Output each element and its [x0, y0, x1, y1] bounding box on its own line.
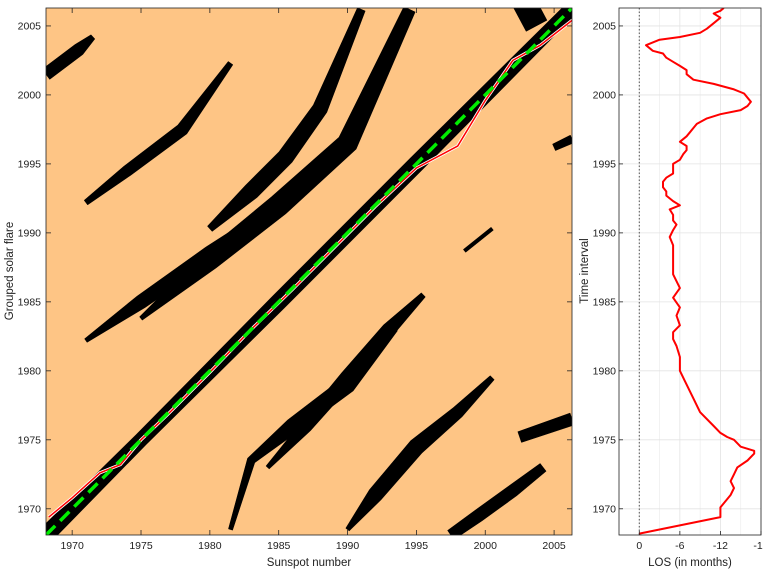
- recurrence-lines: [46, 8, 572, 535]
- x-tick-label: 2000: [474, 540, 498, 552]
- los-x-axis-label: LOS (in months): [648, 557, 732, 569]
- x-tick-label: 1980: [198, 540, 222, 552]
- recurrence-y-ticks: 1970 1975 1980 1985 1990 1995 2000 2005: [18, 20, 572, 515]
- los-y-tick-label: 1995: [593, 158, 617, 170]
- los-y-tick-label: 1990: [593, 227, 617, 239]
- x-tick-label: 1975: [129, 540, 153, 552]
- los-series: [639, 8, 756, 535]
- x-tick-label: 2005: [542, 540, 566, 552]
- los-y-tick-label: 1980: [593, 365, 617, 377]
- los-y-tick-label: 1985: [593, 296, 617, 308]
- recurrence-plot-frame: [45, 7, 573, 536]
- los-y-tick-label: 2005: [593, 20, 617, 32]
- recurrence-x-ticks: 1970 1975 1980 1985 1990 1995 2000 2005: [60, 8, 566, 552]
- y-tick-label: 1975: [18, 434, 42, 446]
- los-y-tick-label: 1970: [593, 503, 617, 515]
- los-x-tick-label: -12: [713, 540, 728, 552]
- recurrence-band: [517, 412, 572, 443]
- y-tick-label: 2000: [18, 89, 42, 101]
- los-y-ticks: 1970 1975 1980 1985 1990 1995 2000 2005: [593, 20, 623, 515]
- recurrence-band: [447, 463, 547, 535]
- y-tick-label: 2005: [18, 20, 42, 32]
- x-tick-label: 1985: [267, 540, 291, 552]
- recurrence-plot: 1970 1975 1980 1985 1990 1995 2000 2005 1970197…: [4, 7, 573, 569]
- y-tick-label: 1970: [18, 503, 42, 515]
- recurrence-band: [207, 8, 366, 232]
- los-x-ticks: 0 -6 -12 -18: [636, 531, 763, 552]
- y-tick-label: 1995: [18, 158, 42, 170]
- los-series-line: [639, 8, 756, 535]
- recurrence-band: [552, 135, 572, 151]
- los-plot-frame: [618, 7, 762, 536]
- los-plot-background: [619, 8, 761, 535]
- recurrence-band: [46, 34, 95, 80]
- recurrence-y-axis-label: Grouped solar flare: [4, 222, 16, 320]
- recurrence-band: [513, 8, 548, 32]
- los-y-axis-label: Time interval: [579, 238, 591, 303]
- y-tick-label: 1985: [18, 296, 42, 308]
- los-x-tick-label: -18: [753, 540, 763, 552]
- x-tick-label: 1990: [336, 540, 360, 552]
- y-tick-label: 1980: [18, 365, 42, 377]
- recurrence-band: [463, 227, 494, 253]
- x-tick-label: 1970: [60, 540, 84, 552]
- los-x-tick-label: 0: [636, 540, 642, 552]
- x-tick-label: 1995: [405, 540, 429, 552]
- los-plot: 0 -6 -12 -18 1970 1975 1980 1985 1990 1995 2000 20…: [579, 7, 763, 569]
- los-y-tick-label: 1975: [593, 434, 617, 446]
- recurrence-band: [265, 292, 426, 470]
- identity-line: [46, 8, 572, 535]
- recurrence-band: [84, 61, 233, 205]
- los-y-tick-label: 2000: [593, 89, 617, 101]
- recurrence-x-axis-label: Sunspot number: [267, 557, 352, 569]
- los-x-tick-label: -6: [675, 540, 684, 552]
- y-tick-label: 1990: [18, 227, 42, 239]
- recurrence-band: [139, 8, 416, 321]
- recurrence-band: [345, 375, 495, 532]
